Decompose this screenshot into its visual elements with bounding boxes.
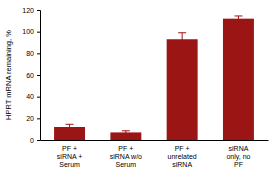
y-tick-mark [37,97,40,98]
bar [167,39,198,140]
x-tick-label-line: PF + [62,145,77,152]
error-stem [238,16,239,21]
x-tick-label-line: PF [234,161,243,168]
x-axis: PF +siRNA +SerumPF +siRNA w/oSerumPF +un… [41,140,269,168]
chart: 020406080100120PF +siRNA +SerumPF +siRNA… [0,0,276,184]
y-tick: 80 [26,50,40,57]
error-cap [66,124,74,125]
y-tick-label: 40 [26,93,34,100]
x-tick-label: siRNAonly, noPF [226,145,250,168]
error-bar [122,131,130,134]
y-tick: 60 [26,72,40,79]
y-tick-mark [37,32,40,33]
y-tick-mark [37,140,40,141]
x-tick-label-line: PF + [118,145,133,152]
error-bar [178,33,186,46]
y-axis: 0 20 40 60 80 100 120 [22,7,40,144]
error-bar [234,16,242,21]
y-tick: 40 [26,93,40,100]
x-tick-label-line: siRNA w/o [110,153,142,160]
bar [223,19,254,140]
y-tick-label: 100 [22,28,34,35]
y-tick-label: 80 [26,50,34,57]
y-tick-mark [37,75,40,76]
error-cap [234,15,242,16]
x-tick-label: PF +siRNA +Serum [57,145,82,168]
x-tick: PF +siRNA w/oSerum [110,140,142,168]
x-tick-label: PF +siRNA w/oSerum [110,145,142,168]
x-tick-label-line: PF + [175,145,190,152]
y-tick: 120 [22,7,40,14]
y-tick-label: 60 [26,72,34,79]
error-stem [69,124,70,129]
y-axis-line [37,11,41,141]
x-tick-label-line: only, no [226,153,250,161]
x-tick-label-line: unrelated [168,153,197,160]
y-tick: 100 [22,28,40,35]
x-tick-label-line: siRNA [172,161,192,168]
error-cap [178,32,186,33]
y-tick-label: 20 [26,115,34,122]
plot: 020406080100120PF +siRNA +SerumPF +siRNA… [22,7,268,168]
x-tick-label-line: siRNA [229,145,249,152]
x-tick: PF +siRNA +Serum [57,140,82,168]
error-stem [182,33,183,46]
y-axis-title: HPRT mRNA remaining, % [4,30,13,120]
bars [54,16,254,140]
x-tick: siRNAonly, noPF [226,140,250,168]
x-tick: PF +unrelatedsiRNA [168,140,197,168]
x-tick-label-line: siRNA + [57,153,82,160]
x-tick-label-line: Serum [116,161,137,168]
y-tick-mark [37,10,40,11]
x-tick-label: PF +unrelatedsiRNA [168,145,197,168]
error-cap [122,130,130,131]
y-tick-mark [37,118,40,119]
y-tick-mark [37,53,40,54]
x-axis-line [41,140,269,141]
x-tick-label-line: Serum [59,161,80,168]
y-tick: 0 [30,137,40,144]
y-tick: 20 [26,115,40,122]
y-tick-label: 0 [30,137,34,144]
y-tick-label: 120 [22,7,34,14]
error-bar [66,124,74,129]
